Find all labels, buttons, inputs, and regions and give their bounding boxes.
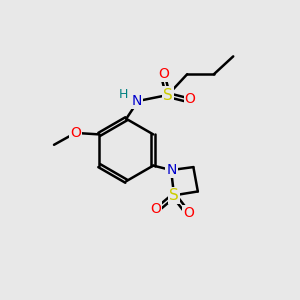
Text: N: N <box>131 94 142 108</box>
Text: O: O <box>185 92 196 106</box>
Text: O: O <box>184 206 194 220</box>
Text: O: O <box>150 202 161 216</box>
Text: S: S <box>169 188 179 203</box>
Text: N: N <box>167 163 177 177</box>
Text: H: H <box>118 88 128 101</box>
Text: O: O <box>158 67 169 81</box>
Text: S: S <box>163 88 173 103</box>
Text: O: O <box>70 126 81 140</box>
